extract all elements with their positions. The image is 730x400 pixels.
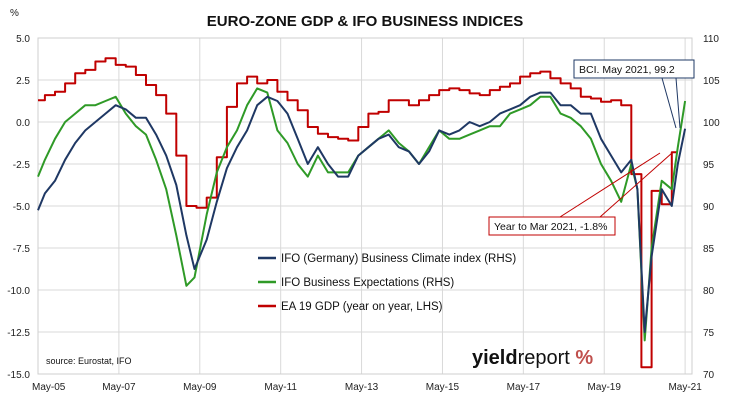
logo-part-percent: % [570,347,594,369]
chart-title: EURO-ZONE GDP & IFO BUSINESS INDICES [207,13,523,30]
svg-text:yieldreport %: yieldreport % [472,347,593,369]
x-tick-label: May-11 [264,382,297,393]
right-tick-label: 105 [703,76,720,87]
right-tick-label: 75 [703,328,715,339]
legend-item-ifo-climate: IFO (Germany) Business Climate index (RH… [281,253,516,265]
plot-area [37,37,693,375]
x-tick-label: May-09 [183,382,217,393]
logo-part-yield: yield [472,347,518,369]
left-tick-label: -7.5 [13,244,31,255]
series-line-2 [38,57,678,369]
callout-gdp-text: Year to Mar 2021, -1.8% [494,221,607,233]
left-tick-label: 2.5 [16,76,30,87]
logo-part-report: report [518,347,571,369]
series-layer [37,57,687,369]
legend-item-gdp: EA 19 GDP (year on year, LHS) [281,301,443,313]
x-tick-label: May-05 [32,382,66,393]
right-tick-label: 80 [703,286,715,297]
right-tick-label: 90 [703,202,715,213]
right-tick-label: 95 [703,160,715,171]
x-tick-label: May-17 [507,382,541,393]
x-tick-label: May-19 [588,382,622,393]
x-tick-label: May-13 [345,382,379,393]
left-axis: 5.0 2.5 0.0 -2.5 -5.0 -7.5 -10.0 -12.5 -15.0 [7,34,30,381]
yieldreport-logo: yieldreport % [472,347,593,369]
right-axis: 110 105 100 95 90 85 80 75 70 [703,34,720,381]
x-tick-label: May-07 [102,382,136,393]
callout-bci: BCI. May 2021, 99.2 [573,59,695,129]
left-tick-label: 5.0 [16,34,30,45]
legend: IFO (Germany) Business Climate index (RH… [258,253,516,313]
legend-item-ifo-expectations: IFO Business Expectations (RHS) [281,277,454,289]
right-tick-label: 100 [703,118,720,129]
right-tick-label: 70 [703,370,715,381]
left-axis-unit: % [10,8,19,19]
grid-lines [37,37,692,375]
left-tick-label: 0.0 [16,118,30,129]
right-tick-label: 85 [703,244,715,255]
left-tick-label: -2.5 [13,160,31,171]
series-line-0 [37,91,687,333]
left-tick-label: -15.0 [7,370,30,381]
x-tick-label: May-21 [668,382,702,393]
source-note: source: Eurostat, IFO [46,356,132,366]
x-axis: May-05 May-07 May-09 May-11 May-13 May-15 May-… [32,382,702,393]
left-tick-label: -12.5 [7,328,30,339]
left-tick-label: -10.0 [7,286,30,297]
callout-gdp: Year to Mar 2021, -1.8% [488,152,673,236]
right-tick-label: 110 [703,34,719,45]
callout-bci-text: BCI. May 2021, 99.2 [579,64,675,76]
x-tick-label: May-15 [426,382,460,393]
left-tick-label: -5.0 [13,202,31,213]
